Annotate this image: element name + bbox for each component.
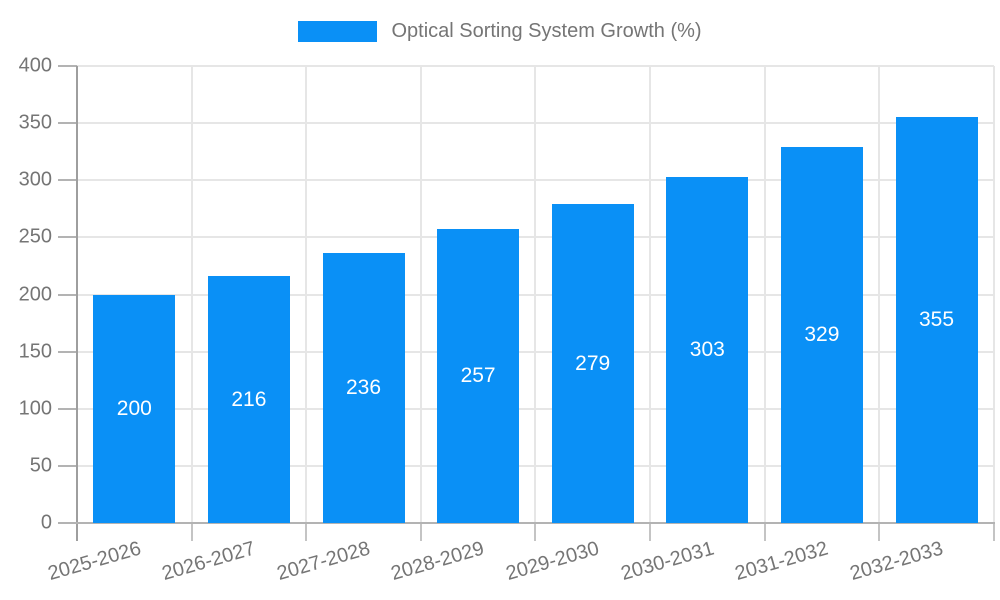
bar[interactable] xyxy=(437,229,520,523)
v-gridline xyxy=(649,66,651,523)
x-axis-tick xyxy=(419,523,422,541)
x-axis-label: 2028-2029 xyxy=(388,537,488,585)
y-axis-tick xyxy=(58,293,77,296)
x-axis-label: 2029-2030 xyxy=(503,537,602,585)
bar-value-label: 216 xyxy=(231,387,267,411)
bar-value-label: 329 xyxy=(804,323,840,347)
x-axis-label: 2030-2031 xyxy=(618,537,717,585)
x-axis-tick xyxy=(992,523,995,541)
bar-value-label: 236 xyxy=(345,376,382,400)
v-gridline xyxy=(419,66,422,523)
x-axis-label: 2027-2028 xyxy=(274,537,373,585)
x-axis-tick xyxy=(305,523,308,541)
bar[interactable] xyxy=(207,276,290,523)
y-axis-tick xyxy=(58,65,77,67)
v-gridline xyxy=(992,66,995,523)
y-axis-tick-label: 300 xyxy=(18,168,52,191)
bar-value-label: 200 xyxy=(116,396,152,420)
y-axis-tick xyxy=(58,350,77,353)
y-axis-tick-label: 150 xyxy=(18,340,52,363)
y-axis-tick xyxy=(58,236,77,239)
y-axis-tick xyxy=(58,464,77,467)
v-gridline xyxy=(763,66,766,523)
x-axis-tick xyxy=(190,523,193,541)
bar[interactable] xyxy=(780,147,863,523)
y-axis-line xyxy=(76,66,78,541)
x-axis-label: 2025-2026 xyxy=(45,537,144,585)
y-axis-tick-label: 250 xyxy=(18,225,52,248)
x-axis-tick xyxy=(878,523,881,541)
y-axis-tick-label: 400 xyxy=(18,54,52,77)
bar-value-label: 303 xyxy=(689,337,725,361)
y-axis-tick xyxy=(58,122,77,125)
bar[interactable] xyxy=(551,204,634,523)
x-axis-tick xyxy=(534,523,537,541)
y-axis-tick-label: 100 xyxy=(18,397,52,420)
v-gridline xyxy=(305,66,308,523)
bar[interactable] xyxy=(322,253,405,523)
y-axis-tick-label: 50 xyxy=(29,454,52,477)
bar-value-label: 257 xyxy=(460,364,496,388)
x-axis-line xyxy=(58,522,995,524)
y-axis-tick-label: 0 xyxy=(40,511,52,534)
bar[interactable] xyxy=(93,294,176,523)
legend-label: Optical Sorting System Growth (%) xyxy=(391,20,702,42)
x-axis-tick xyxy=(763,523,766,541)
bar-value-label: 355 xyxy=(918,308,955,332)
y-axis-tick xyxy=(58,407,77,410)
x-axis-tick xyxy=(649,523,651,541)
bar[interactable] xyxy=(895,117,978,523)
v-gridline xyxy=(190,66,193,523)
chart-legend[interactable]: Optical Sorting System Growth (%) xyxy=(0,21,1000,42)
v-gridline xyxy=(534,66,537,523)
x-axis-label: 2031-2032 xyxy=(732,537,831,585)
legend-swatch xyxy=(298,21,378,42)
x-axis-label: 2032-2033 xyxy=(847,537,946,585)
bar-value-label: 279 xyxy=(575,351,611,375)
x-axis-label: 2026-2027 xyxy=(159,537,258,585)
y-axis-tick-label: 350 xyxy=(18,111,52,134)
v-gridline xyxy=(878,66,881,523)
y-axis-tick-label: 200 xyxy=(18,283,52,305)
bar[interactable] xyxy=(666,176,749,523)
y-axis-tick xyxy=(58,179,77,182)
